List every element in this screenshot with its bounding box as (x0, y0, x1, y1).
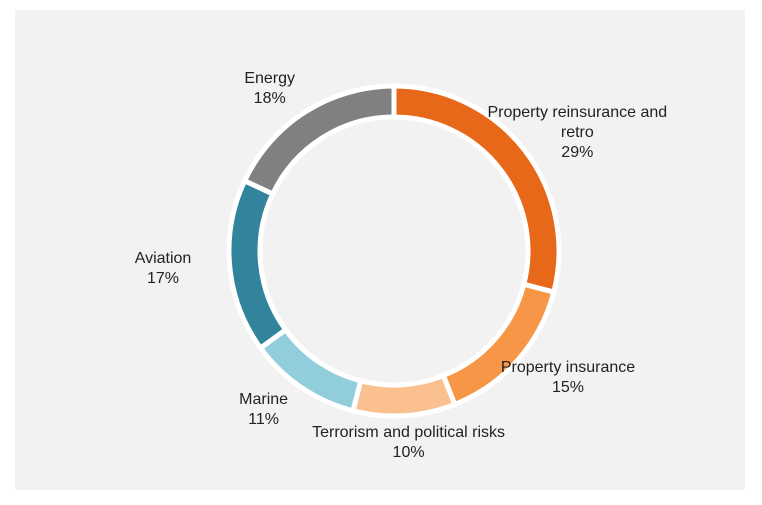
value-label: 18% (253, 89, 286, 107)
value-label: 15% (552, 378, 585, 396)
slice-label: Terrorism and political risks 10% (309, 423, 509, 463)
slice-label: Property insurance 15% (468, 358, 668, 398)
value-label: 17% (147, 270, 180, 288)
category-label: Aviation (134, 250, 192, 268)
value-label: 10% (392, 443, 425, 461)
value-label: 29% (561, 144, 594, 162)
category-label: Property reinsurance and retro (487, 104, 668, 142)
slice-label: Marine 11% (164, 390, 364, 430)
slice-label: Energy 18% (170, 69, 370, 109)
slice-label: Property reinsurance and retro 29% (477, 103, 677, 163)
donut-slice (241, 83, 397, 198)
category-label: Terrorism and political risks (312, 423, 506, 441)
slice-label: Aviation 17% (63, 249, 263, 289)
donut-slice (349, 372, 458, 419)
category-label: Property insurance (500, 358, 636, 376)
category-label: Marine (239, 390, 289, 408)
category-label: Energy (244, 69, 296, 87)
value-label: 11% (248, 410, 280, 428)
